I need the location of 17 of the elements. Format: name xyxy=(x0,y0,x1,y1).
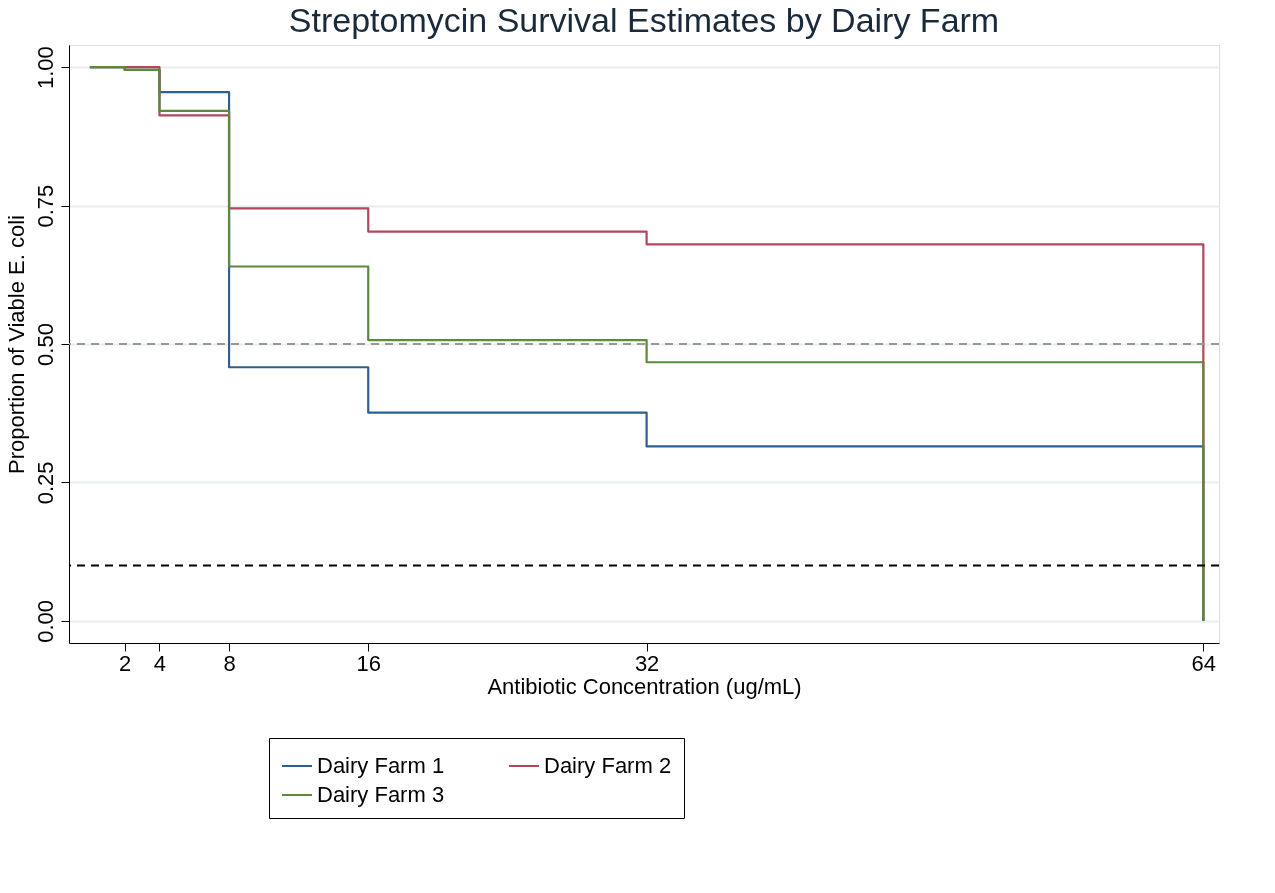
x-tick-label: 4 xyxy=(153,650,167,676)
x-tick-label: 2 xyxy=(119,650,132,676)
chart-title: Streptomycin Survival Estimates by Dairy Farm xyxy=(288,1,1000,39)
x-tick-label: 8 xyxy=(223,650,236,676)
legend-label: Dairy Farm 3 xyxy=(317,782,445,807)
x-tick-label: 32 xyxy=(634,650,660,676)
x-axis-title: Antibiotic Concentration (ug/mL) xyxy=(487,673,802,699)
legend-label: Dairy Farm 1 xyxy=(317,753,445,778)
y-tick-label: 0.00 xyxy=(32,599,58,643)
x-tick-label: 16 xyxy=(356,650,381,676)
y-tick-label: 0.50 xyxy=(32,323,58,366)
y-axis-title: Proportion of Viable E. coli xyxy=(3,215,29,474)
y-tick-label: 1.00 xyxy=(32,46,58,90)
x-tick-label: 64 xyxy=(1191,650,1217,676)
y-tick-label: 0.75 xyxy=(32,184,58,228)
legend-label: Dairy Farm 2 xyxy=(544,753,672,778)
y-tick-label: 0.25 xyxy=(32,461,58,505)
